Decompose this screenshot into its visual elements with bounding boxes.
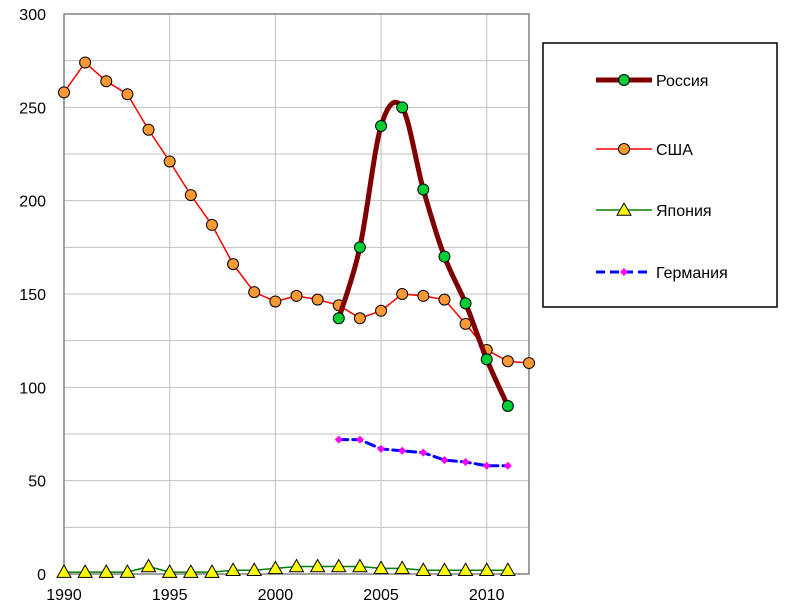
data-point-russia (459, 297, 472, 310)
data-point-russia (417, 183, 430, 196)
data-point-japan (246, 562, 263, 577)
data-point-japan (267, 560, 284, 575)
legend-item-germany: Германия (596, 265, 728, 282)
data-point-germany (419, 448, 428, 457)
data-point-usa (100, 75, 113, 88)
data-point-usa (523, 357, 535, 370)
data-point-usa (205, 218, 218, 231)
x-tick-label: 1995 (152, 587, 188, 604)
data-point-usa (417, 289, 430, 302)
data-point-usa (311, 293, 324, 306)
data-point-japan (330, 558, 347, 573)
data-point-germany (334, 435, 343, 444)
data-point-usa (227, 258, 240, 271)
legend-marker-russia (618, 74, 630, 86)
data-point-usa (121, 88, 134, 101)
y-tick-label: 300 (19, 7, 46, 24)
data-point-usa (375, 304, 388, 317)
series-group (56, 56, 535, 578)
legend-marker-japan (616, 201, 632, 216)
data-point-russia (396, 101, 409, 114)
data-point-japan (182, 564, 199, 578)
legend-item-japan: Япония (596, 201, 712, 220)
data-point-japan (98, 564, 115, 578)
legend-item-usa: США (596, 142, 693, 159)
data-point-japan (309, 558, 326, 573)
data-point-usa (501, 355, 514, 368)
x-tick-label: 2010 (469, 587, 505, 604)
legend-label-usa: США (656, 142, 693, 159)
y-tick-label: 250 (19, 100, 46, 117)
data-point-japan (352, 558, 368, 573)
data-point-germany (355, 435, 364, 444)
data-point-japan (500, 562, 516, 577)
series-germany (334, 435, 512, 470)
legend-marker-germany (620, 268, 628, 276)
series-russia (332, 99, 514, 412)
data-point-usa (184, 189, 197, 202)
data-point-usa (163, 155, 176, 168)
data-point-japan (161, 564, 178, 578)
legend: Россия США Япония Германия (542, 42, 778, 308)
data-point-russia (332, 312, 345, 325)
x-tick-label: 2005 (363, 587, 399, 604)
x-tick-label: 2000 (258, 587, 294, 604)
data-point-russia (438, 250, 451, 263)
y-tick-label: 0 (37, 567, 46, 584)
legend-label-germany: Германия (656, 265, 728, 282)
data-point-japan (457, 562, 474, 577)
data-point-germany (398, 446, 407, 455)
data-point-japan (119, 564, 136, 578)
y-tick-label: 200 (19, 194, 46, 211)
legend-marker-usa (618, 143, 630, 155)
plot-area-frame (63, 13, 530, 575)
series-usa (58, 56, 535, 370)
data-point-germany (503, 461, 512, 470)
data-point-germany (440, 456, 449, 465)
legend-label-russia: Россия (656, 73, 708, 90)
data-point-usa (79, 56, 92, 69)
series-line-japan (63, 565, 509, 573)
legend-item-russia: Россия (596, 73, 708, 90)
data-point-japan (478, 562, 495, 577)
data-point-usa (248, 286, 261, 299)
data-point-usa (353, 312, 366, 325)
series-line-russia (336, 99, 511, 409)
data-point-russia (501, 400, 514, 412)
y-tick-label: 100 (19, 380, 46, 397)
data-point-usa (142, 123, 155, 136)
data-point-russia (480, 353, 493, 366)
data-point-usa (290, 289, 303, 302)
data-point-japan (288, 558, 305, 573)
data-point-japan (56, 564, 72, 578)
data-point-usa (269, 295, 282, 308)
y-tick-label: 50 (28, 474, 46, 491)
x-tick-label: 1990 (46, 587, 82, 604)
data-point-russia (375, 120, 388, 132)
y-axis-ticks: 0 50 100 150 200 250 300 (19, 7, 46, 584)
y-tick-label: 150 (19, 287, 46, 304)
data-point-russia (353, 241, 366, 254)
legend-box (542, 42, 778, 308)
data-point-japan (225, 562, 241, 577)
data-point-germany (482, 461, 491, 470)
data-point-japan (415, 562, 432, 577)
data-point-usa (58, 86, 70, 99)
data-point-usa (396, 288, 409, 300)
data-point-japan (140, 558, 157, 573)
x-axis-ticks: 1990 1995 2000 2005 2010 (46, 587, 504, 604)
data-point-japan (436, 562, 453, 577)
series-japan (56, 558, 516, 578)
data-point-germany (377, 444, 386, 453)
data-point-japan (77, 564, 93, 578)
data-point-germany (461, 458, 470, 466)
data-point-japan (204, 564, 220, 578)
data-point-usa (438, 293, 451, 306)
data-point-japan (394, 560, 411, 575)
data-point-japan (373, 560, 389, 575)
legend-label-japan: Япония (656, 203, 712, 220)
